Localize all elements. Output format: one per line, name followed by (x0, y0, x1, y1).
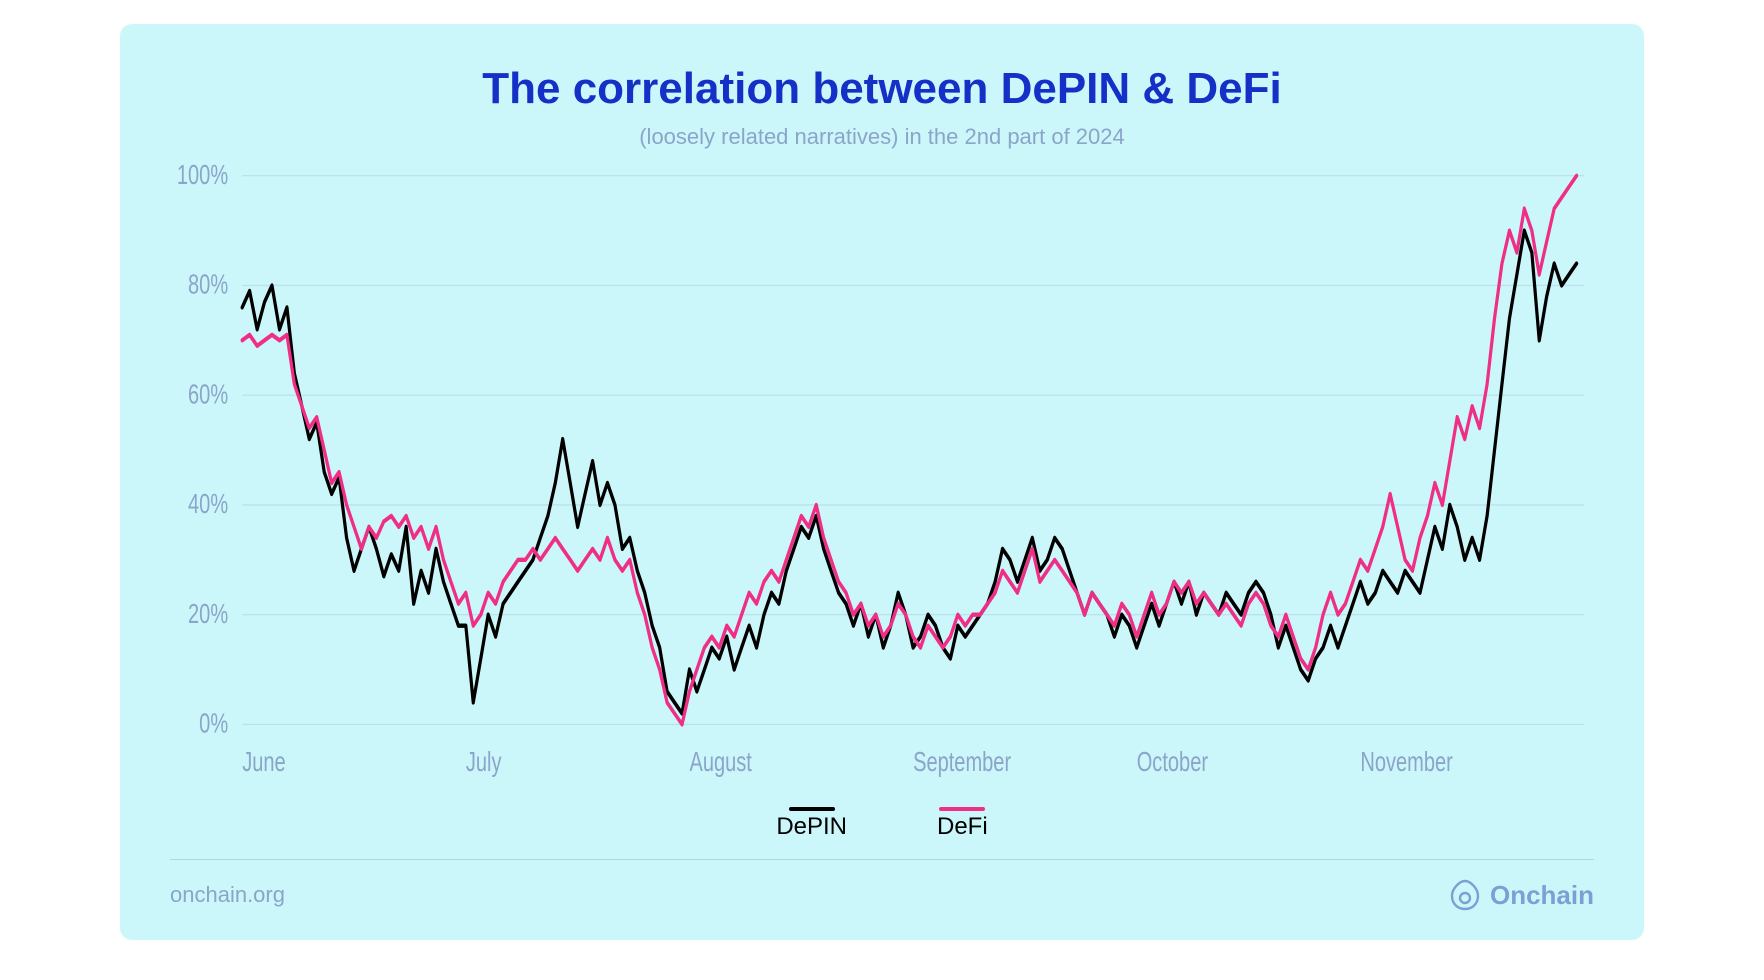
chart-title: The correlation between DePIN & DeFi (170, 64, 1594, 114)
x-axis-label: October (1137, 747, 1208, 778)
y-axis-label: 80% (188, 270, 228, 301)
legend-swatch (939, 807, 985, 811)
brand-icon (1450, 878, 1480, 912)
y-axis-label: 40% (188, 489, 228, 520)
plot-area: 0% 20% 40% 60% 80% 100% June July August Septembe… (170, 162, 1594, 793)
y-axis-label: 0% (199, 709, 228, 740)
legend: DePIN DeFi (170, 807, 1594, 841)
x-axis-label: November (1360, 747, 1452, 778)
chart-subtitle: (loosely related narratives) in the 2nd … (170, 124, 1594, 150)
legend-label: DePIN (776, 813, 847, 841)
brand: Onchain (1450, 878, 1594, 912)
x-axis-label: June (242, 747, 285, 778)
legend-label: DeFi (937, 813, 988, 841)
x-axis-label: July (466, 747, 502, 778)
footer: onchain.org Onchain (170, 859, 1594, 912)
legend-swatch (789, 807, 835, 811)
legend-item-defi: DeFi (937, 807, 988, 841)
brand-name: Onchain (1490, 880, 1594, 911)
legend-item-depin: DePIN (776, 807, 847, 841)
source-label: onchain.org (170, 882, 285, 908)
series-defi (242, 176, 1576, 725)
x-axis-label: August (689, 747, 752, 778)
series-depin (242, 231, 1576, 714)
chart-card: The correlation between DePIN & DeFi (lo… (120, 24, 1644, 940)
y-axis-label: 100% (177, 162, 228, 191)
y-axis-label: 60% (188, 379, 228, 410)
line-chart-svg: 0% 20% 40% 60% 80% 100% June July August Septembe… (170, 162, 1594, 793)
y-axis-label: 20% (188, 599, 228, 630)
x-axis-label: September (913, 747, 1011, 778)
